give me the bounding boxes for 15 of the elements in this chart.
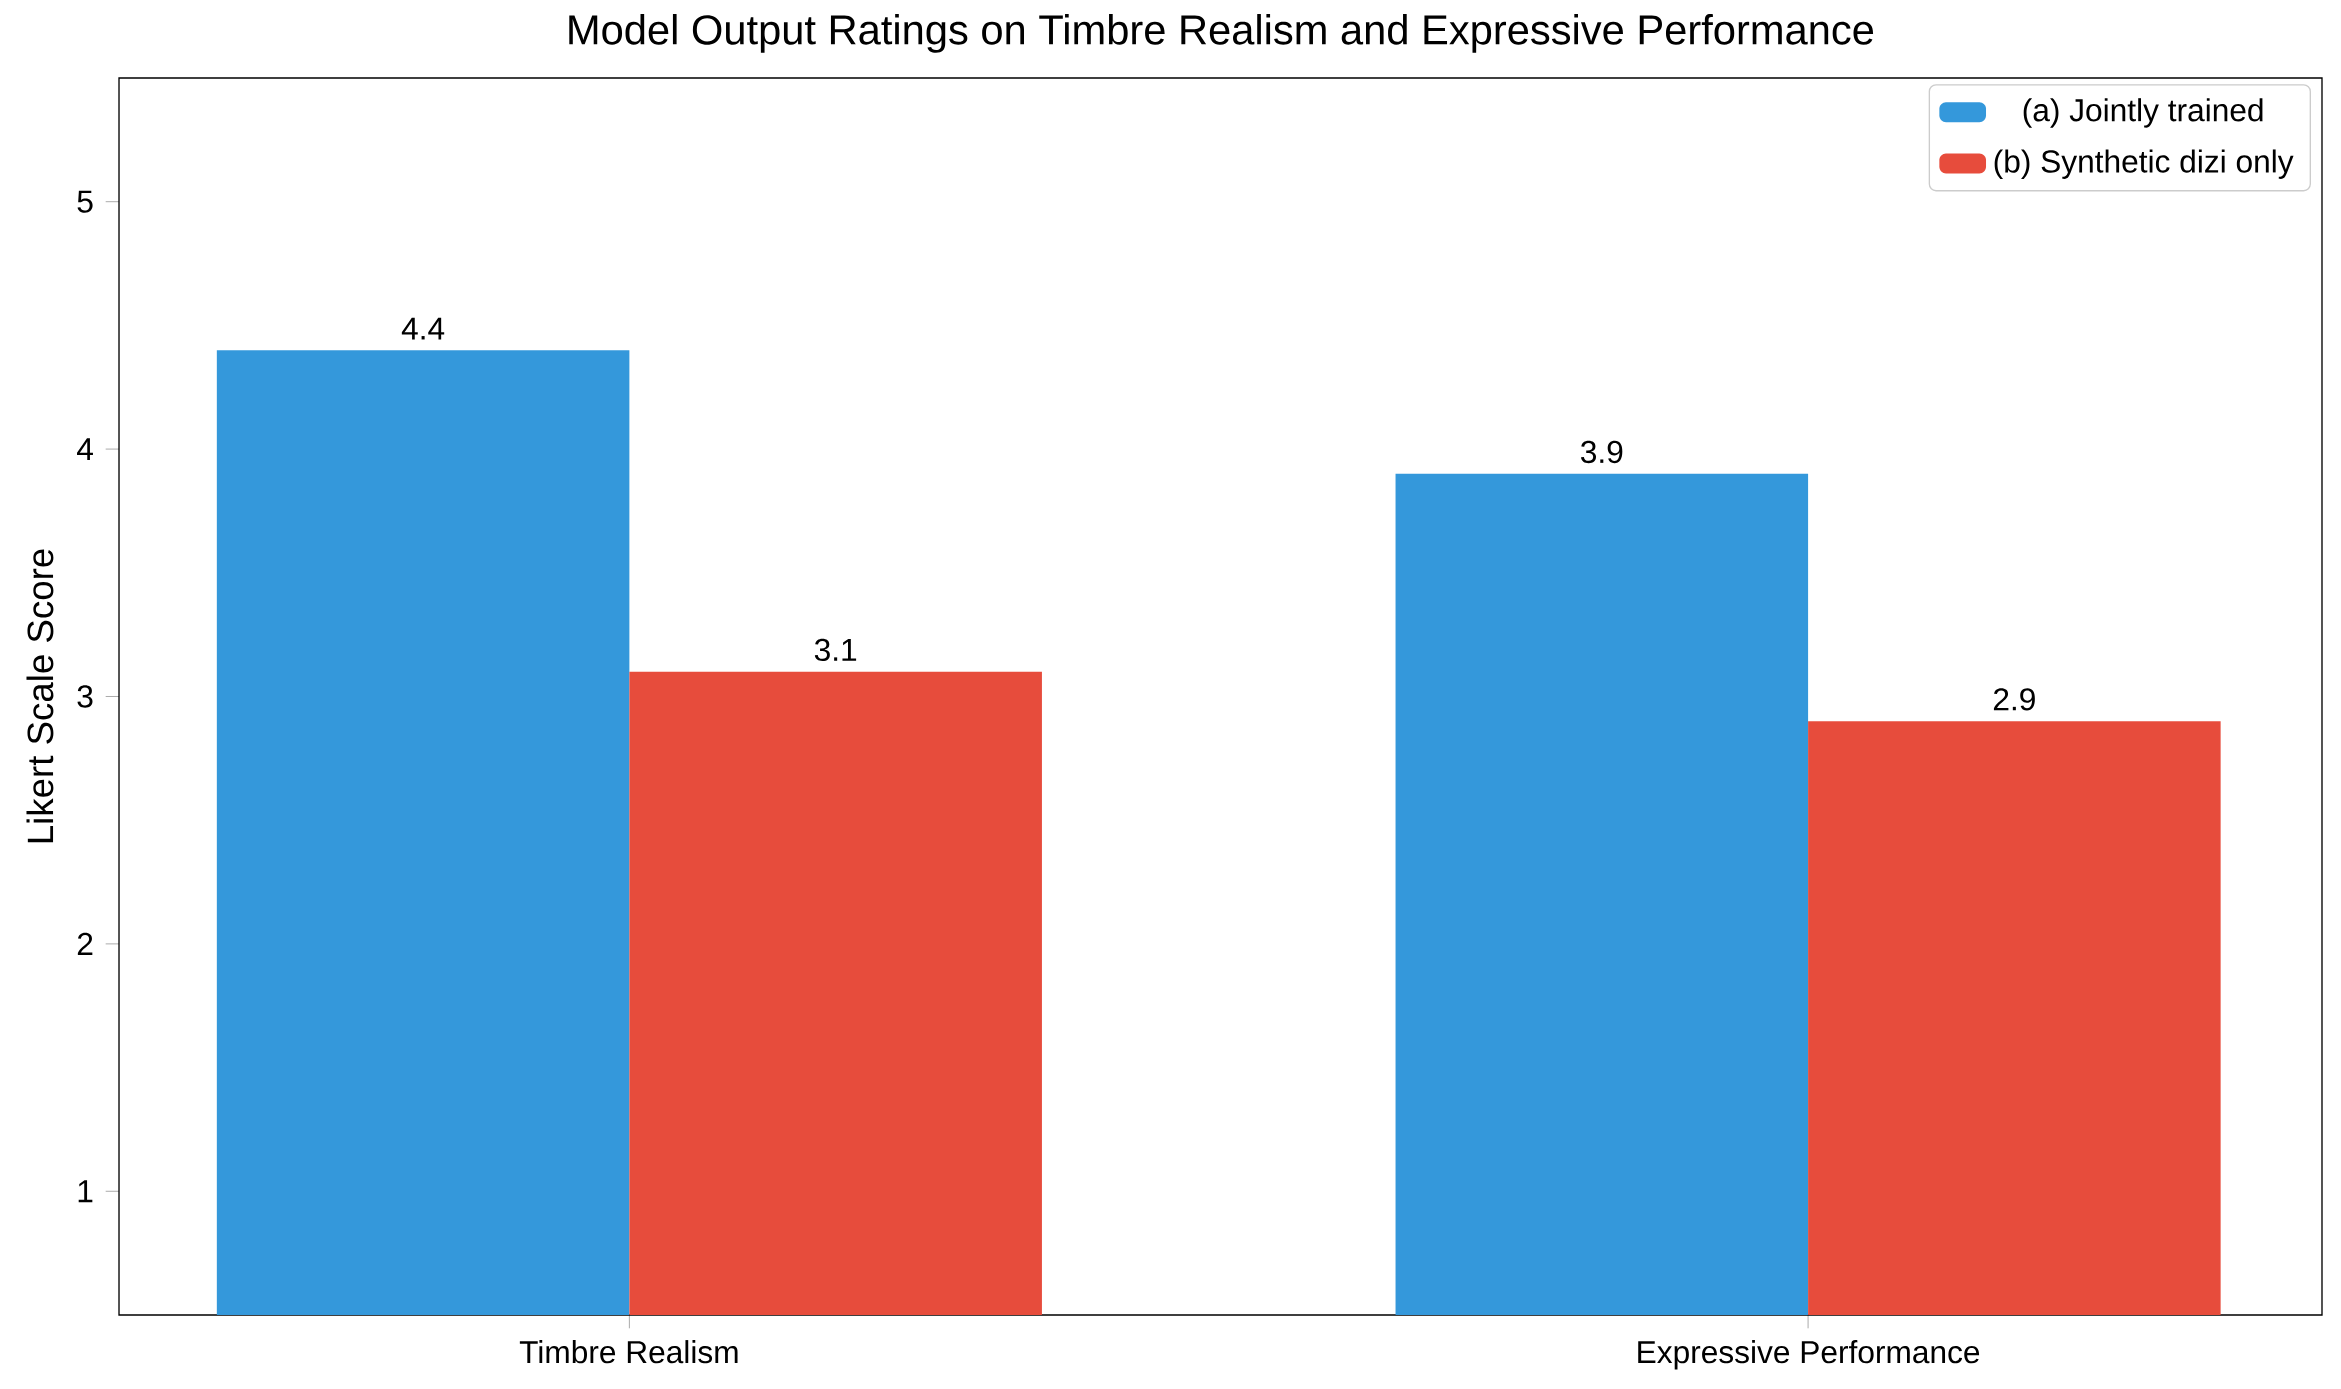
data-label: 3.9 <box>1581 440 1623 464</box>
y-axis-title: Likert Scale Score <box>26 549 54 843</box>
legend-label: (a) Jointly trained <box>2023 98 2263 128</box>
y-tick-label: 1 <box>78 1180 93 1203</box>
y-tick-label: 4 <box>77 438 93 460</box>
legend-label: (b) Synthetic dizi only <box>1994 149 2294 180</box>
data-label: 2.9 <box>1993 688 2035 711</box>
chart-title: Model Output Ratings on Timbre Realism and Expressive Performance <box>569 14 1874 53</box>
data-label: 4.4 <box>401 317 445 340</box>
y-tick-label: 5 <box>77 190 93 213</box>
x-tick-label: Timbre Realism <box>519 1340 738 1364</box>
y-tick-label: 3 <box>77 685 93 708</box>
y-tick-label: 2 <box>77 932 93 955</box>
data-label: 3.1 <box>814 638 857 662</box>
x-tick-label: Expressive Performance <box>1638 1340 1980 1370</box>
